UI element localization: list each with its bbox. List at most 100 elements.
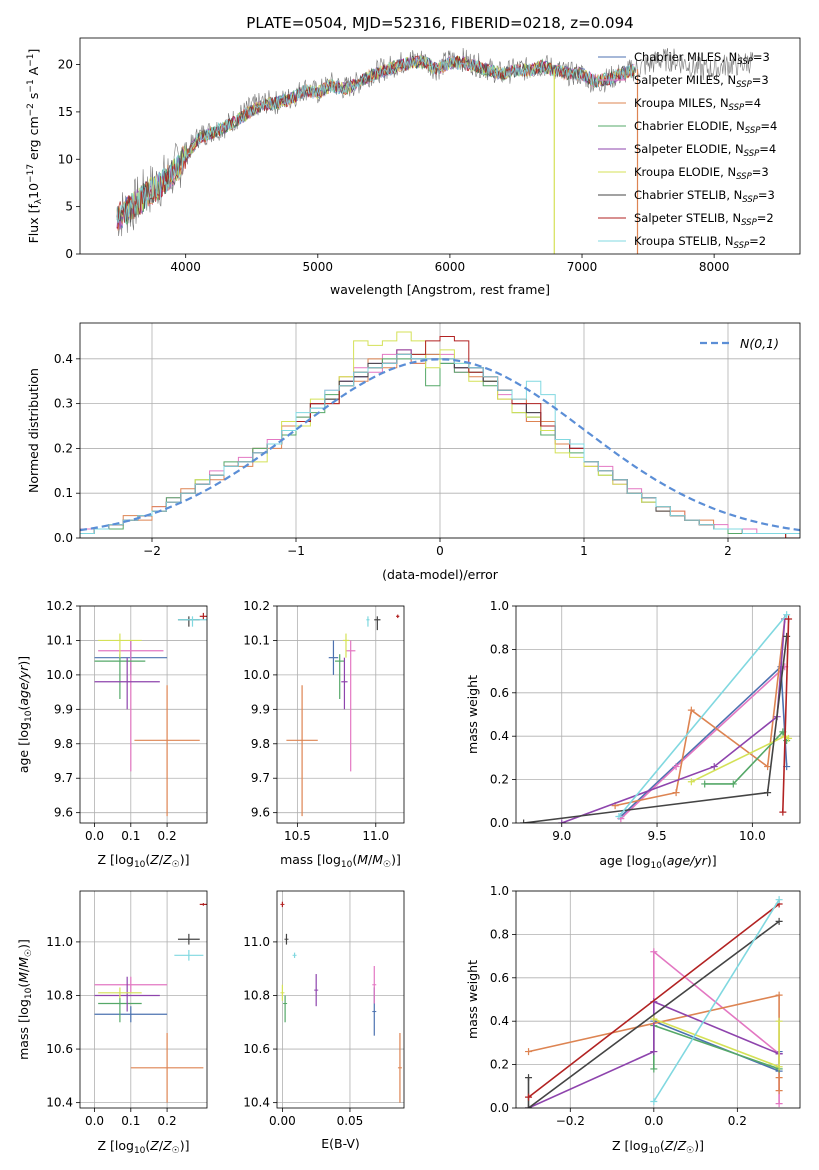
y-tick-label: 0.1 [54, 486, 73, 500]
axes-frame [515, 890, 801, 1109]
weight-marker [687, 706, 695, 714]
errorbar-point [283, 995, 288, 1023]
age_vs_mass-points [286, 614, 400, 817]
weight-line [653, 1018, 780, 1068]
weight-marker [783, 611, 791, 619]
legend-entry: Chabrier ELODIE, NSSP=4 [634, 119, 777, 136]
axes-frame [276, 890, 405, 1109]
axes-frame [79, 322, 801, 539]
y-tick-label: 0.6 [490, 971, 509, 985]
y-tick-label: 0.4 [490, 729, 509, 743]
errorbar-point [341, 657, 348, 710]
weight-line [653, 899, 780, 1102]
x-tick-label: 5000 [303, 260, 334, 274]
spectrum-ylabel: Flux [fλ10−17 erg cm−2 s−1 A−1] [26, 49, 44, 244]
legend-entry: Kroupa STELIB, NSSP=2 [634, 234, 766, 251]
model-line [116, 55, 635, 224]
weight-line [528, 903, 780, 1098]
weight-line [620, 666, 786, 820]
axes-frame [79, 890, 208, 1109]
weight-marker [525, 1074, 533, 1082]
y-tick-label: 0.8 [490, 927, 509, 941]
x-tick-label: 0.1 [121, 829, 140, 843]
weights_vs_age-ylabel: mass weight [465, 675, 480, 754]
spectrum-legend: Chabrier MILES, NSSP=3 Salpeter MILES, NS… [598, 50, 777, 251]
x-tick-label: 0.00 [269, 1114, 296, 1128]
errorbar-point [280, 984, 285, 1001]
weights_vs_Z-ylabel: mass weight [465, 960, 480, 1039]
x-tick-label: 11.0 [362, 829, 389, 843]
x-tick-label: 0.0 [85, 1114, 104, 1128]
weight-marker [525, 1093, 533, 1101]
spectrum-xlabel: wavelength [Angstrom, rest frame] [330, 282, 550, 297]
weight-marker [710, 763, 718, 771]
y-tick-label: 0.0 [490, 1101, 509, 1115]
gaussian-curve [80, 358, 800, 532]
weight-marker [672, 789, 680, 797]
weight-marker [729, 780, 737, 788]
legend-entry: Salpeter STELIB, NSSP=2 [634, 211, 774, 228]
mass_vs_ebv-axes: 0.00 0.05 10.4 10.6 10.8 11.0 E(B-V) [243, 890, 405, 1151]
weight-marker [785, 734, 793, 742]
legend-entry: Kroupa ELODIE, NSSP=3 [634, 165, 769, 182]
weight-marker [650, 1065, 658, 1073]
x-tick-label: 8000 [699, 260, 730, 274]
x-tick-label: 0.2 [728, 1114, 747, 1128]
weight-marker [785, 615, 793, 623]
weight-marker [525, 1048, 533, 1056]
age-vs-Z-ylabel: age [log10(age/yr)] [16, 656, 34, 773]
errorbar-point [314, 974, 319, 1007]
x-tick-label: 0.0 [644, 1114, 663, 1128]
y-tick-label: 9.6 [54, 806, 73, 820]
y-tick-label: 10.0 [243, 668, 270, 682]
errorbar-point [177, 933, 200, 945]
spectrum-traces [116, 47, 754, 254]
y-tick-label: 0.3 [54, 397, 73, 411]
y-tick-label: 15 [58, 105, 73, 119]
errorbar-point [98, 640, 164, 772]
y-tick-label: 9.9 [54, 702, 73, 716]
y-tick-label: 0.0 [490, 816, 509, 830]
weight-marker [775, 917, 783, 925]
weight-marker [525, 1104, 533, 1108]
x-tick-label: 9.5 [648, 829, 667, 843]
axes-frame [79, 37, 801, 255]
errorbar-point [98, 633, 142, 658]
histogram-series [80, 331, 800, 538]
y-tick-label: 0.4 [54, 352, 73, 366]
x-tick-label: 0 [436, 544, 444, 558]
residuals-axes: −2 −1 0 1 2 0.0 0.1 0.2 0.3 0.4 (data-model)/error… [26, 322, 801, 582]
weights_vs_Z-axes: −0.2 0.0 0.2 0.0 0.2 0.4 0.6 0.8 1.0 Z [log10(Z/Z… [465, 884, 801, 1156]
errorbar-point [177, 616, 207, 627]
x-tick-label: 4000 [170, 260, 201, 274]
y-tick-label: 5 [65, 200, 73, 214]
errorbar-point [396, 614, 400, 619]
x-tick-label: 0.2 [158, 829, 177, 843]
x-tick-label: 1 [580, 544, 588, 558]
mass-vs-Z-xlabel: Z [log10(Z/Z☉)] [97, 1138, 189, 1156]
weight-line [618, 614, 788, 818]
weight-marker [650, 948, 658, 956]
y-tick-label: 9.8 [251, 737, 270, 751]
y-tick-label: 0.0 [54, 531, 73, 545]
weight-marker [775, 991, 783, 999]
errorbar-point [177, 616, 200, 627]
y-tick-label: 10.8 [243, 988, 270, 1002]
errorbar-point [199, 903, 207, 906]
y-tick-label: 0.6 [490, 686, 509, 700]
age_vs_Z-points [94, 612, 207, 817]
errorbar-point [292, 952, 297, 958]
errorbar-point [94, 654, 146, 699]
errorbar-point [174, 949, 204, 961]
errorbar-point [94, 976, 168, 993]
y-tick-label: 0.8 [490, 642, 509, 656]
weight-marker [520, 819, 528, 823]
weight-marker [687, 778, 695, 786]
weight-line [527, 920, 780, 1108]
weight-line [782, 618, 790, 813]
y-tick-label: 9.6 [251, 806, 270, 820]
errorbar-point [199, 612, 207, 620]
mass_vs_ebv-points [280, 901, 402, 1103]
weight-line [528, 1000, 780, 1108]
x-tick-label: 0.1 [121, 1114, 140, 1128]
